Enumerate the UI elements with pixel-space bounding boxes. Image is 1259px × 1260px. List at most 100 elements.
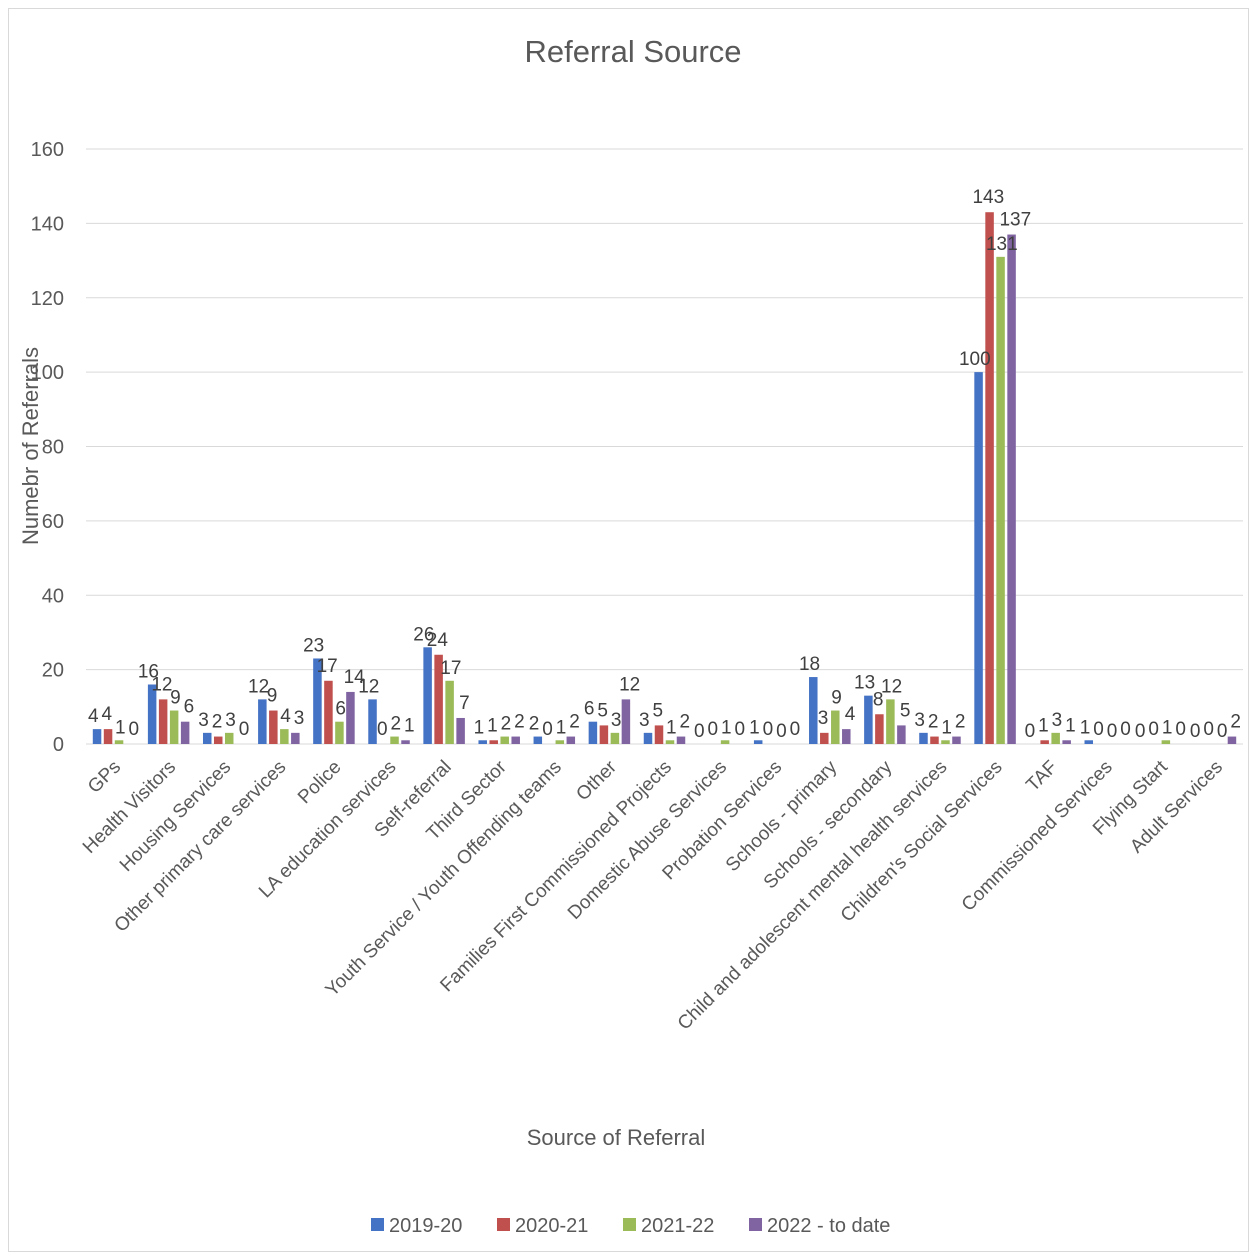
- data-label: 2: [679, 712, 690, 733]
- bar-2020-21-2: [213, 736, 223, 744]
- data-label: 5: [900, 700, 911, 721]
- bar-2019-20-8: [533, 736, 543, 744]
- bar-2021-22-13: [831, 710, 840, 744]
- data-label: 8: [873, 689, 884, 710]
- data-label: 0: [694, 721, 705, 742]
- bar-2019-20-10: [643, 732, 653, 744]
- bar-2019-20-13: [809, 677, 818, 744]
- bar-2021-22-7: [500, 736, 509, 744]
- data-label: 1: [666, 717, 677, 738]
- bar-2021-22-14: [886, 699, 895, 744]
- data-label: 1: [941, 717, 952, 738]
- bar-2019-20-7: [478, 740, 487, 744]
- bar-2020-21-7: [489, 740, 498, 744]
- y-tick-label: 20: [42, 660, 64, 682]
- data-label: 17: [440, 658, 461, 679]
- data-label: 1: [1162, 717, 1173, 738]
- bar-2021-22-0: [114, 740, 124, 744]
- data-label: 17: [317, 656, 338, 677]
- bar-2019-20-1: [147, 684, 157, 744]
- data-label: 100: [959, 349, 991, 370]
- data-label: 1: [474, 717, 485, 738]
- data-label: 3: [639, 710, 650, 731]
- data-label: 0: [1093, 719, 1104, 740]
- bar-2021-22-15: [941, 740, 950, 744]
- bar-2021-22-4: [335, 721, 344, 744]
- data-label: 3: [225, 710, 236, 731]
- legend-label: 2022 - to date: [767, 1215, 890, 1237]
- data-label: 2: [529, 714, 540, 735]
- data-label: 9: [170, 688, 181, 709]
- data-label: 0: [1203, 719, 1214, 740]
- bar-2019-20-9: [588, 721, 598, 744]
- data-label: 5: [597, 700, 608, 721]
- legend-label: 2020-21: [515, 1215, 588, 1237]
- data-label: 24: [427, 630, 449, 651]
- data-label: 1: [1080, 717, 1091, 738]
- bar-2022-todate-6: [456, 717, 465, 744]
- bar-2021-22-1: [169, 710, 179, 744]
- bar-2019-20-16: [974, 372, 983, 744]
- data-label: 2: [955, 712, 966, 733]
- data-label: 3: [1052, 710, 1063, 731]
- data-label: 3: [914, 710, 925, 731]
- data-label: 12: [151, 674, 172, 695]
- data-label: 3: [294, 708, 305, 729]
- bar-2020-21-1: [158, 699, 168, 744]
- data-label: 0: [1120, 719, 1131, 740]
- data-label: 0: [763, 719, 774, 740]
- legend-label: 2021-22: [641, 1215, 714, 1237]
- legend-swatch: [371, 1218, 384, 1231]
- bar-2022-todate-7: [511, 736, 520, 744]
- data-label: 3: [818, 708, 829, 729]
- data-label: 12: [881, 676, 902, 697]
- bar-2020-21-9: [599, 725, 609, 744]
- bar-2019-20-0: [92, 729, 102, 744]
- bar-2022-todate-20: [1227, 736, 1237, 744]
- bar-2020-21-17: [1040, 740, 1049, 744]
- legend-swatch: [497, 1218, 510, 1231]
- data-label: 0: [377, 719, 388, 740]
- data-label: 0: [239, 719, 250, 740]
- y-tick-label: 80: [42, 437, 64, 459]
- data-label: 2: [390, 714, 401, 735]
- data-label: 131: [986, 234, 1018, 255]
- data-label: 0: [1135, 721, 1146, 742]
- bar-2019-20-3: [258, 699, 267, 744]
- data-label: 2: [1230, 712, 1241, 733]
- bar-2019-20-4: [313, 658, 322, 744]
- bar-2021-22-2: [224, 732, 234, 744]
- y-tick-label: 60: [42, 511, 64, 533]
- data-label: 3: [611, 710, 622, 731]
- bar-2021-22-17: [1051, 732, 1060, 744]
- bar-2021-22-9: [610, 732, 620, 744]
- bar-2019-20-12: [753, 740, 763, 744]
- bar-2019-20-15: [919, 732, 928, 744]
- data-label: 1: [487, 715, 498, 736]
- data-label: 3: [198, 710, 209, 731]
- bar-2020-21-0: [103, 729, 113, 744]
- x-category-label: Other: [572, 756, 621, 805]
- data-label: 1: [115, 717, 126, 738]
- bar-2021-22-16: [996, 256, 1005, 744]
- data-label: 7: [459, 693, 470, 714]
- bar-2020-21-3: [269, 710, 278, 744]
- bar-2022-todate-9: [621, 699, 631, 744]
- bar-2022-todate-4: [346, 691, 355, 744]
- bar-2021-22-19: [1161, 740, 1171, 744]
- bar-2020-21-16: [985, 212, 994, 744]
- bar-2020-21-15: [930, 736, 939, 744]
- data-label: 1: [556, 717, 567, 738]
- data-label: 5: [652, 700, 663, 721]
- y-tick-label: 120: [31, 288, 64, 310]
- data-label: 9: [831, 688, 842, 709]
- x-category-label: TAF: [1022, 757, 1061, 796]
- data-label: 0: [542, 719, 553, 740]
- bar-2019-20-14: [864, 695, 873, 744]
- data-label: 18: [799, 654, 820, 675]
- data-label: 0: [1025, 721, 1036, 742]
- x-category-label: GPs: [84, 757, 125, 798]
- y-tick-label: 140: [31, 213, 64, 235]
